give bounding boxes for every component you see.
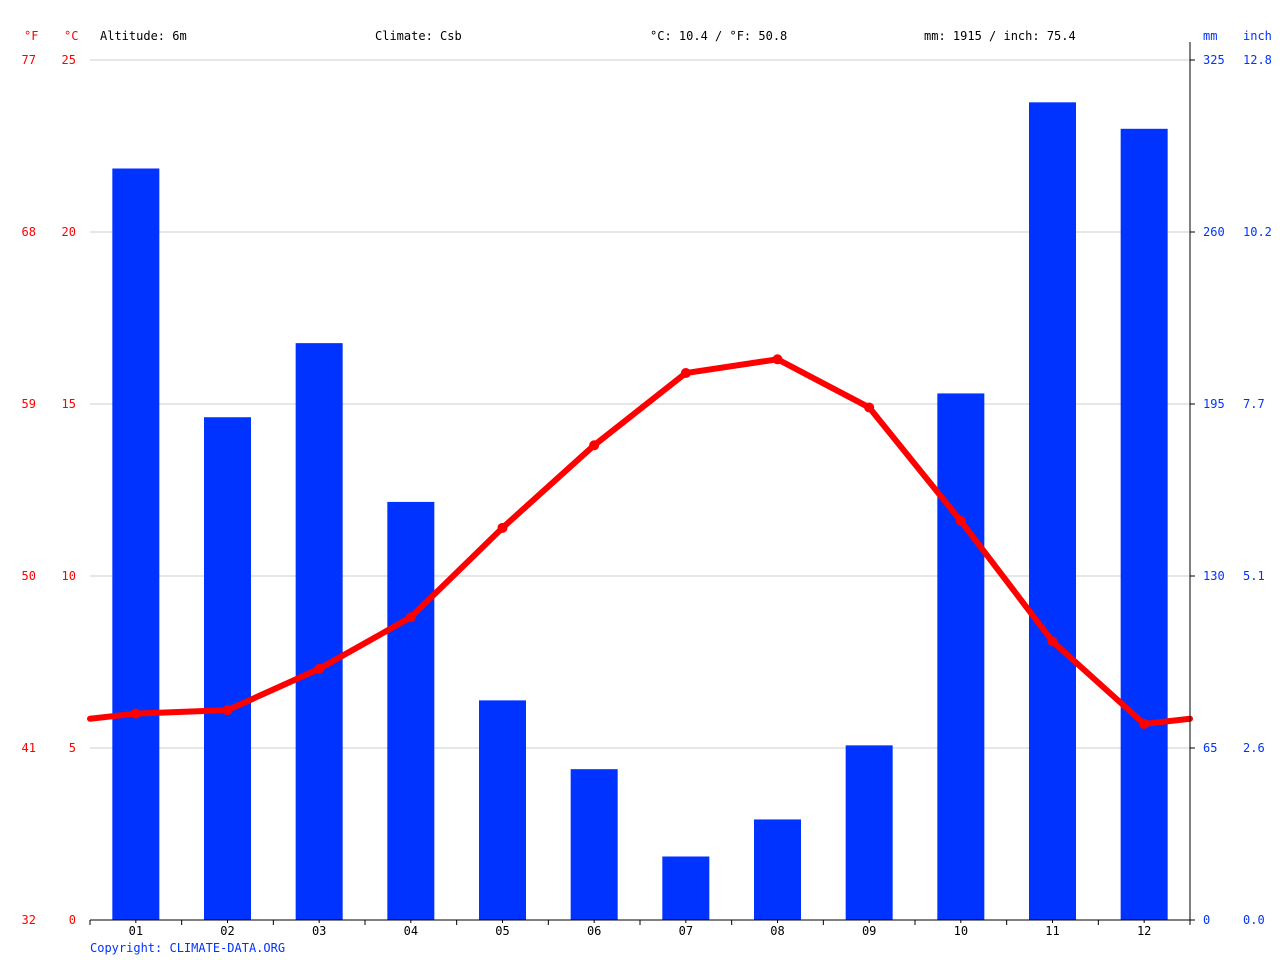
tick-label-month: 04: [404, 924, 418, 938]
tick-label-month: 03: [312, 924, 326, 938]
precipitation-bar: [479, 700, 526, 920]
precipitation-bar: [112, 168, 160, 920]
temperature-point: [1139, 718, 1150, 729]
temperature-line: [87, 354, 1193, 729]
temperature-series-line: [87, 356, 1193, 727]
precipitation-bar: [1120, 128, 1168, 921]
tick-label-month: 05: [495, 924, 509, 938]
precipitation-bar: [937, 393, 985, 920]
gridlines: [90, 59, 1190, 749]
tick-label-mm: 195: [1203, 397, 1225, 411]
tick-label-celsius: 25: [62, 53, 76, 67]
temperature-point: [955, 515, 966, 526]
tick-label-mm: 130: [1203, 569, 1225, 583]
precipitation-bar: [204, 417, 251, 920]
unit-fahrenheit-label: °F: [24, 29, 38, 43]
tick-label-month: 12: [1137, 924, 1151, 938]
tick-label-mm: 0: [1203, 913, 1210, 927]
tick-label-inch: 0.0: [1243, 913, 1265, 927]
tick-labels: 32 0 0 0.0 41 5 65 2.6 50 10 130 5.1 59 15 195 7.7 68 20 2…: [22, 53, 1272, 938]
copyright-text: Copyright: CLIMATE-DATA.ORG: [90, 941, 285, 955]
tick-label-month: 07: [679, 924, 693, 938]
tick-label-celsius: 0: [69, 913, 76, 927]
precipitation-bar: [295, 343, 343, 921]
tick-label-celsius: 5: [69, 741, 76, 755]
precipitation-bar: [387, 501, 435, 920]
tick-label-mm: 260: [1203, 225, 1225, 239]
tick-label-mm: 325: [1203, 53, 1225, 67]
temperature-point: [497, 522, 508, 533]
axes: [89, 42, 1195, 925]
tick-label-month: 09: [862, 924, 876, 938]
temperature-point: [130, 708, 141, 719]
tick-label-inch: 5.1: [1243, 569, 1265, 583]
precipitation-bar: [1029, 102, 1076, 921]
unit-mm-label: mm: [1203, 29, 1217, 43]
tick-label-mm: 65: [1203, 741, 1217, 755]
tick-label-inch: 10.2: [1243, 225, 1272, 239]
tick-label-celsius: 10: [62, 569, 76, 583]
temperature-point: [405, 612, 416, 623]
tick-label-celsius: 15: [62, 397, 76, 411]
tick-label-month: 02: [220, 924, 234, 938]
climate-label: Climate: Csb: [375, 29, 462, 43]
tick-label-inch: 2.6: [1243, 741, 1265, 755]
tick-label-inch: 12.8: [1243, 53, 1272, 67]
temperature-point: [1047, 636, 1058, 647]
unit-inch-label: inch: [1243, 29, 1272, 43]
tick-label-month: 08: [770, 924, 784, 938]
temperature-point: [589, 440, 600, 451]
tick-label-celsius: 20: [62, 225, 76, 239]
precipitation-bar: [754, 819, 801, 920]
tick-label-fahrenheit: 32: [22, 913, 36, 927]
precipitation-bar: [845, 745, 893, 920]
temperature-point: [680, 368, 691, 379]
altitude-label: Altitude: 6m: [100, 29, 187, 43]
tick-label-fahrenheit: 59: [22, 397, 36, 411]
temperature-point: [772, 354, 783, 365]
temperature-point: [314, 663, 325, 674]
precipitation-bar: [570, 769, 618, 920]
unit-celsius-label: °C: [64, 29, 78, 43]
tick-label-month: 11: [1045, 924, 1059, 938]
tick-label-inch: 7.7: [1243, 397, 1265, 411]
tick-label-month: 06: [587, 924, 601, 938]
temperature-point: [222, 705, 233, 716]
precipitation-total-label: mm: 1915 / inch: 75.4: [924, 29, 1076, 43]
temperature-average-label: °C: 10.4 / °F: 50.8: [650, 29, 787, 43]
tick-label-month: 10: [954, 924, 968, 938]
temperature-point: [864, 402, 875, 413]
tick-label-fahrenheit: 68: [22, 225, 36, 239]
tick-label-fahrenheit: 41: [22, 741, 36, 755]
precipitation-bars: [112, 102, 1168, 921]
tick-label-month: 01: [129, 924, 143, 938]
precipitation-bar: [662, 856, 710, 920]
tick-label-fahrenheit: 77: [22, 53, 36, 67]
tick-label-fahrenheit: 50: [22, 569, 36, 583]
